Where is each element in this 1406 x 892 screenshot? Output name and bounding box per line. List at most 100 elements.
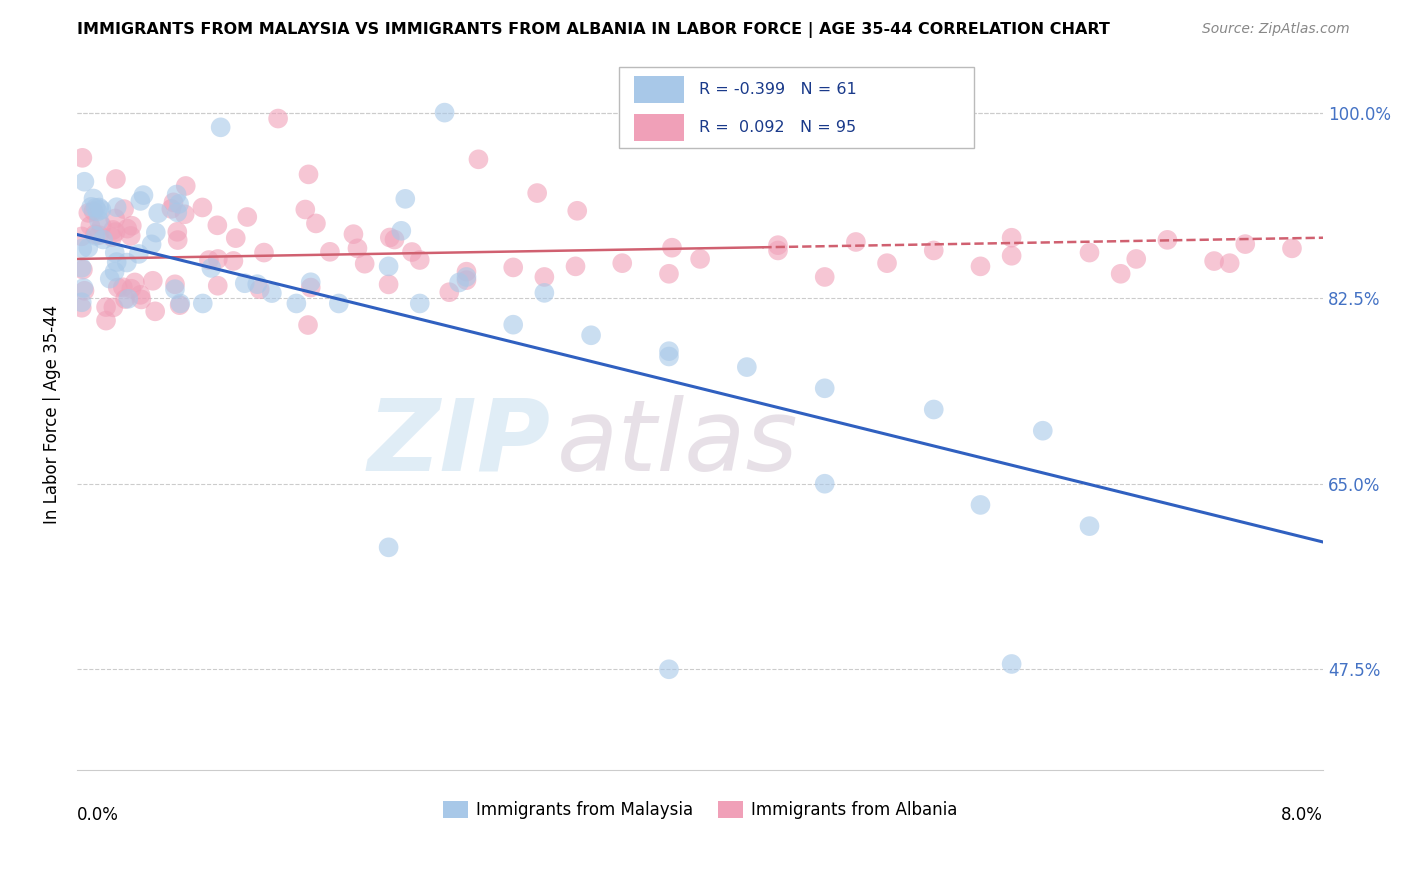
Point <box>101 223 124 237</box>
Point <box>72 262 94 277</box>
Y-axis label: In Labor Force | Age 35-44: In Labor Force | Age 35-44 <box>44 305 60 524</box>
Point <box>143 304 166 318</box>
Point <box>121 219 143 233</box>
Point <box>131 293 153 307</box>
Text: 0.0%: 0.0% <box>77 805 120 823</box>
Point <box>104 172 127 186</box>
Point <box>82 204 104 219</box>
Point <box>84 228 107 243</box>
Point <box>294 202 316 217</box>
Point <box>72 281 94 295</box>
Point <box>120 228 142 243</box>
Text: 8.0%: 8.0% <box>1281 805 1323 823</box>
Point <box>1125 252 1147 266</box>
Point <box>502 260 524 275</box>
Point <box>70 260 93 275</box>
Point <box>91 232 114 246</box>
Point <box>105 200 128 214</box>
Point <box>86 204 108 219</box>
Point <box>73 175 96 189</box>
Text: IMMIGRANTS FROM MALAYSIA VS IMMIGRANTS FROM ALBANIA IN LABOR FORCE | AGE 35-44 C: IMMIGRANTS FROM MALAYSIA VS IMMIGRANTS F… <box>77 22 1111 38</box>
Point <box>353 257 375 271</box>
Point <box>658 267 681 281</box>
Point <box>377 277 399 292</box>
Point <box>124 276 146 290</box>
Point <box>94 300 117 314</box>
Point <box>84 227 107 242</box>
Point <box>166 233 188 247</box>
Point <box>1001 657 1024 671</box>
Text: Source: ZipAtlas.com: Source: ZipAtlas.com <box>1202 22 1350 37</box>
Point <box>111 280 134 294</box>
Point <box>207 278 229 293</box>
Point <box>467 153 489 167</box>
Point <box>814 476 837 491</box>
Point <box>814 381 837 395</box>
Point <box>969 498 991 512</box>
Point <box>207 252 229 266</box>
Point <box>299 280 322 294</box>
Point <box>394 192 416 206</box>
Point <box>533 269 555 284</box>
Point <box>163 277 186 292</box>
Point <box>389 224 412 238</box>
Point <box>526 186 548 200</box>
Text: atlas: atlas <box>557 395 799 491</box>
Point <box>104 211 127 226</box>
Point <box>567 203 589 218</box>
Point <box>449 276 471 290</box>
Point <box>612 256 634 270</box>
Point <box>253 245 276 260</box>
Point <box>876 256 898 270</box>
Point <box>84 201 107 215</box>
Point <box>222 254 245 268</box>
Point <box>209 120 232 135</box>
Legend: Immigrants from Malaysia, Immigrants from Albania: Immigrants from Malaysia, Immigrants fro… <box>436 794 965 826</box>
Point <box>174 178 197 193</box>
Point <box>104 225 127 239</box>
Point <box>409 296 432 310</box>
Point <box>70 229 93 244</box>
Point <box>319 244 342 259</box>
Point <box>297 318 319 332</box>
Point <box>114 292 136 306</box>
Point <box>117 221 139 235</box>
Point <box>87 228 110 243</box>
Point <box>689 252 711 266</box>
Point <box>70 301 93 315</box>
Point <box>200 260 222 275</box>
Point <box>297 167 319 181</box>
Point <box>658 344 681 359</box>
Point <box>90 219 112 233</box>
Point <box>77 206 100 220</box>
Point <box>246 277 269 292</box>
FancyBboxPatch shape <box>634 76 683 103</box>
Point <box>70 295 93 310</box>
Point <box>845 235 868 249</box>
Point <box>456 265 478 279</box>
Point <box>384 233 406 247</box>
Point <box>142 274 165 288</box>
Point <box>409 252 432 267</box>
Point <box>401 245 423 260</box>
Point <box>299 275 322 289</box>
Point <box>922 244 945 258</box>
Point <box>80 200 103 214</box>
Point <box>1219 256 1241 270</box>
Point <box>564 260 586 274</box>
Point <box>105 255 128 269</box>
Point <box>94 313 117 327</box>
Point <box>260 286 283 301</box>
Point <box>285 296 308 310</box>
Point <box>72 241 94 255</box>
Point <box>191 201 214 215</box>
Point <box>1032 424 1054 438</box>
Point <box>166 205 188 219</box>
Point <box>377 541 399 555</box>
Point <box>225 231 247 245</box>
Point <box>661 241 683 255</box>
Point <box>166 225 188 239</box>
Point <box>101 230 124 244</box>
Point <box>1078 519 1101 533</box>
Point <box>103 301 125 315</box>
